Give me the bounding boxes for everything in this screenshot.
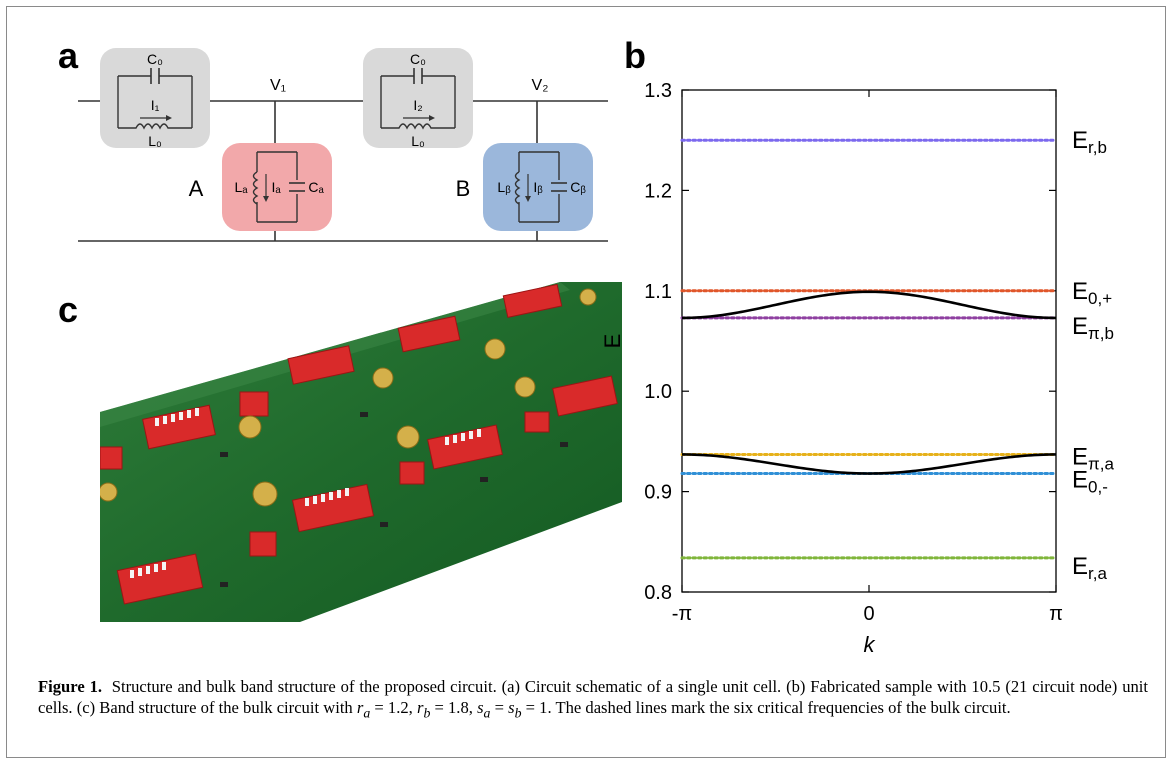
i1-label: I₁: [151, 97, 160, 113]
caption-ra: r: [356, 698, 364, 717]
y-tick-label: 1.1: [644, 281, 672, 303]
y-tick-label: 1.0: [644, 381, 672, 403]
site-a-label: A: [189, 176, 204, 201]
caption-rb-val: = 1.8,: [430, 698, 478, 717]
ib-label: Iᵦ: [533, 179, 543, 195]
l0-label-1: L₀: [148, 133, 162, 149]
caption-rb: r: [416, 698, 424, 717]
band-structure-plot: 0.8 0.9 1.0 1.1 1.2 1.3 -π 0 π k E Er,b E0,+ Eπ,b Eπ,a…: [600, 80, 1114, 657]
critical-frequency-label: Eπ,a: [1072, 443, 1114, 473]
plot-frame: [681, 89, 1057, 593]
circuit-schematic: C₀ I₁ L₀ C₀ I₂ L₀ V₁ V₂ A Lₐ Iₐ Cₐ B Lᵦ …: [78, 48, 608, 242]
caption-sb-sub: b: [514, 705, 522, 721]
v2-label: V₂: [532, 77, 549, 94]
figure-caption: Figure 1. Structure and bulk band struct…: [38, 676, 1148, 723]
x-tick-label: -π: [672, 603, 692, 625]
ia-label: Iₐ: [271, 179, 281, 195]
y-tick-label: 0.8: [644, 582, 672, 604]
l0-label-2: L₀: [411, 133, 425, 149]
panel-label-a: a: [58, 35, 79, 76]
pcb-photo: [100, 282, 622, 622]
critical-frequency-label: Eπ,b: [1072, 313, 1114, 343]
c0-label-1: C₀: [147, 51, 163, 67]
ca-label: Cₐ: [308, 179, 324, 195]
critical-frequency-label: E0,-: [1072, 467, 1108, 497]
panel-label-b: b: [624, 35, 646, 76]
y-tick-label: 0.9: [644, 482, 672, 504]
cb-label: Cᵦ: [570, 179, 586, 195]
band-curve: [681, 453, 1057, 475]
coupling-box-1: [100, 48, 210, 148]
caption-text-2: The dashed lines mark the six critical f…: [555, 698, 1011, 717]
caption-text-1: Structure and bulk band structure of the…: [38, 677, 1149, 717]
x-tick-label: 0: [863, 603, 874, 625]
y-tick-label: 1.3: [644, 80, 672, 102]
x-tick-label: π: [1049, 603, 1063, 625]
critical-frequency-label: Er,a: [1072, 553, 1107, 583]
caption-sa: s: [477, 698, 484, 717]
caption-ra-val: = 1.2,: [370, 698, 417, 717]
figure-frame: [6, 6, 1166, 758]
lb-label: Lᵦ: [497, 179, 511, 195]
site-b-label: B: [456, 176, 471, 201]
y-tick-label: 1.2: [644, 180, 672, 202]
caption-figure-number: Figure 1.: [38, 677, 103, 696]
x-axis-label: k: [864, 632, 876, 657]
c0-label-2: C₀: [410, 51, 426, 67]
critical-frequency-label: Er,b: [1072, 127, 1107, 157]
panel-label-c: c: [58, 289, 79, 330]
caption-sval: = 1.: [521, 698, 556, 717]
y-axis-label: E: [600, 334, 625, 349]
caption-sb: s: [508, 698, 515, 717]
critical-frequency-label: E0,+: [1072, 278, 1112, 308]
site-b-box: [483, 143, 593, 231]
i2-label: I₂: [413, 97, 422, 113]
caption-sa-sub: a: [483, 705, 491, 721]
caption-eq: =: [490, 698, 509, 717]
v1-label: V₁: [270, 77, 286, 94]
caption-ra-sub: a: [363, 705, 371, 721]
coupling-box-2: [363, 48, 473, 148]
la-label: Lₐ: [235, 179, 249, 195]
caption-rb-sub: b: [423, 705, 431, 721]
band-curve: [681, 290, 1057, 320]
site-a-box: [222, 143, 332, 231]
